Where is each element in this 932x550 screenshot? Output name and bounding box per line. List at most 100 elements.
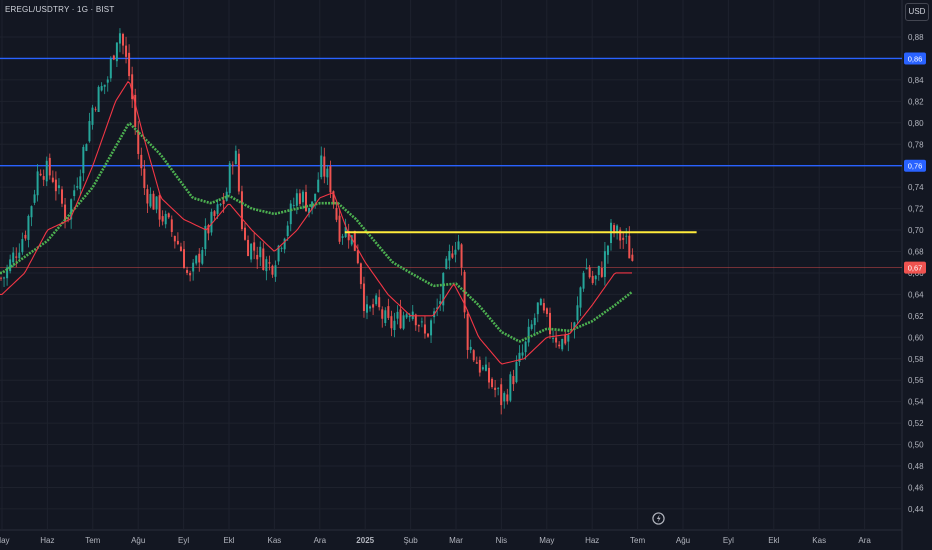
candle-body: [91, 107, 94, 125]
candle-body: [436, 307, 439, 310]
y-tick-label: 0,44: [908, 505, 924, 514]
candle-body: [250, 243, 253, 260]
candle-body: [576, 305, 579, 321]
candle-body: [115, 42, 118, 62]
tradingview-logo-icon[interactable]: [652, 512, 665, 525]
y-tick-label: 0,60: [908, 333, 924, 342]
candle-body: [512, 376, 515, 385]
candle-body: [414, 314, 417, 326]
candle-body: [332, 191, 335, 205]
candle-body: [387, 306, 390, 318]
candle-body: [61, 189, 63, 204]
y-tick-label: 0,84: [908, 76, 924, 85]
candle-body: [30, 206, 33, 218]
candle-body: [286, 225, 289, 237]
candle-body: [12, 252, 15, 263]
candle-body: [228, 163, 231, 194]
candle-body: [234, 150, 237, 165]
candle-body: [469, 346, 472, 350]
candle-body: [579, 287, 582, 308]
candle-body: [466, 313, 469, 350]
candle-body: [253, 242, 256, 251]
currency-button[interactable]: USD: [905, 3, 929, 21]
candle-body: [542, 303, 545, 311]
y-tick-label: 0,54: [908, 398, 924, 407]
candle-body: [369, 306, 372, 309]
candle-body: [0, 277, 2, 279]
candle-body: [24, 234, 27, 239]
candle-body: [82, 146, 85, 174]
candle-body: [173, 236, 176, 242]
candle-body: [356, 250, 359, 264]
candle-body: [109, 58, 112, 79]
candle-body: [277, 245, 280, 262]
candle-body: [179, 246, 182, 252]
price-tags: 0,86 0,76 0,67: [904, 52, 926, 274]
candle-body: [15, 256, 18, 258]
candle-body: [219, 203, 222, 206]
candle-body: [445, 258, 448, 269]
candle-body: [439, 301, 442, 305]
candle-body: [454, 249, 457, 255]
candle-body: [448, 250, 451, 261]
candle-body: [204, 225, 207, 250]
candle-body: [628, 235, 631, 259]
candle-body: [503, 393, 506, 402]
candle-body: [298, 193, 301, 204]
candle-body: [362, 283, 365, 312]
candle-body: [170, 219, 173, 232]
x-axis: May Haz Tem Ağu Eyl Ekl Kas Ara 2025 Şub Mar Nis May…: [0, 536, 871, 545]
candle-body: [555, 337, 558, 343]
candle-body: [103, 84, 106, 87]
candle-body: [79, 176, 82, 190]
y-tick-label: 0,56: [908, 376, 924, 385]
y-tick-label: 0,70: [908, 226, 924, 235]
candle-body: [128, 52, 131, 77]
candle-body: [616, 225, 619, 233]
candle-body: [125, 45, 128, 57]
candle-body: [320, 155, 323, 178]
candle-body: [54, 179, 57, 192]
candle-body: [460, 244, 463, 268]
candle-body: [600, 268, 603, 277]
horizontal-lines[interactable]: [0, 57, 902, 268]
candle-body: [292, 205, 295, 206]
y-tick-label: 0,48: [908, 462, 924, 471]
candle-body: [478, 359, 481, 373]
candle-body: [594, 275, 597, 280]
candle-body: [176, 240, 179, 245]
candle-body: [213, 211, 216, 216]
candle-body: [158, 195, 161, 220]
y-tick-label: 0,46: [908, 483, 924, 492]
candle-body: [347, 231, 350, 241]
candle-body: [140, 154, 143, 169]
candle-body: [189, 272, 192, 276]
candle-body: [18, 252, 21, 259]
x-tick-label: Şub: [403, 536, 418, 545]
candle-body: [314, 193, 317, 202]
sma-fast-series: [0, 80, 632, 365]
candle-body: [488, 367, 490, 383]
candle-body: [353, 230, 356, 251]
candle-body: [274, 265, 277, 277]
candle-body: [606, 245, 609, 255]
candle-body: [201, 250, 204, 264]
price-tag: [904, 52, 926, 65]
x-tick-label: 2025: [356, 536, 374, 545]
candle-body: [146, 189, 149, 204]
candle-body: [405, 314, 408, 318]
candle-body: [21, 239, 24, 253]
candle-body: [481, 367, 484, 370]
candle-body: [402, 315, 405, 329]
candle-body: [457, 241, 460, 250]
x-tick-label: Mar: [449, 536, 463, 545]
y-tick-label: 0,52: [908, 419, 924, 428]
candle-body: [222, 200, 225, 204]
candle-body: [372, 304, 375, 308]
candle-body: [311, 201, 314, 210]
y-tick-label: 0,58: [908, 355, 924, 364]
candle-body: [591, 275, 594, 284]
candle-body: [442, 272, 445, 306]
candle-body: [73, 190, 76, 197]
